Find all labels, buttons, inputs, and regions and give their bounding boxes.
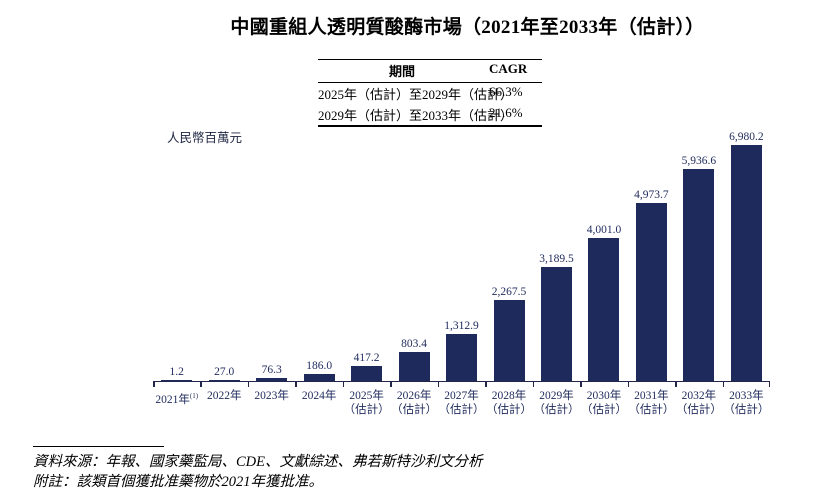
bar	[540, 267, 572, 381]
bar-slot: 186.0	[295, 131, 342, 381]
plot-area: 1.2 27.0 76.3 186.0 417.2 803.4 1,312.9 2,267.5…	[153, 131, 770, 381]
bar-value-label: 1.2	[169, 366, 184, 378]
axis-tick	[675, 382, 677, 387]
cagr-table-body: 2025年（估計）至2029年（估計） 66.3% 2029年（估計）至2033年（…	[318, 83, 542, 125]
bar-slot: 417.2	[343, 131, 390, 381]
note-text: 附註：該類首個獲批准藥物於2021年獲批准。	[33, 474, 323, 490]
bar-slot: 4,001.0	[580, 131, 627, 381]
bar	[208, 380, 240, 381]
x-axis-label: 2031年 （估計）	[628, 390, 675, 416]
page-title: 中國重組人透明質酸酶市場（2021年至2033年（估計））	[230, 17, 705, 38]
x-axis-label: 2027年 （估計）	[438, 390, 485, 416]
bar-slot: 3,189.5	[533, 131, 580, 381]
bar	[493, 300, 525, 381]
bar-value-label: 5,936.6	[681, 154, 717, 167]
bar-slot: 2,267.5	[485, 131, 532, 381]
footnote-rule	[33, 446, 164, 447]
period-cell: 2025年（估計）至2029年（估計）	[318, 87, 514, 102]
axis-tick	[437, 382, 440, 387]
bar-slot: 5,936.6	[675, 131, 722, 381]
x-axis-label: 2032年 （估計）	[675, 390, 722, 416]
axis-tick	[722, 382, 725, 387]
cagr-table-row: 2025年（估計）至2029年（估計） 66.3%	[318, 83, 542, 104]
x-axis-label: 2024年	[301, 390, 337, 402]
bar-value-label: 417.2	[353, 352, 380, 365]
axis-tick	[390, 382, 392, 387]
bar-slot: 27.0	[200, 131, 247, 381]
cagr-table-header: 期間 CAGR	[318, 60, 542, 83]
bar	[588, 238, 620, 381]
x-axis-label: 2026年 （估計）	[391, 390, 438, 416]
source-text: 資料來源：年報、國家藥監局、CDE、文獻綜述、弗若斯特沙利文分析	[33, 454, 483, 470]
cagr-cell: 21.6%	[489, 105, 523, 120]
axis-tick	[627, 382, 630, 387]
bar-value-label: 76.3	[261, 364, 282, 377]
x-axis-label: 2033年 （估計）	[723, 390, 770, 416]
bar-slot: 1,312.9	[438, 131, 485, 381]
bar-value-label: 27.0	[214, 366, 235, 378]
bar-value-label: 3,189.5	[539, 253, 574, 266]
bar	[351, 366, 383, 381]
axis-tick	[768, 382, 770, 387]
axis-tick	[485, 382, 487, 387]
bar-slot: 6,980.2	[723, 131, 770, 381]
bar-slot: 4,973.7	[628, 131, 675, 381]
cagr-table-row: 2029年（估計）至2033年（估計） 21.6%	[318, 104, 542, 125]
bar-value-label: 4,973.7	[634, 189, 669, 202]
x-axis-label: 2029年 （估計）	[533, 390, 580, 416]
cagr-table: 期間 CAGR 2025年（估計）至2029年（估計） 66.3% 2029年（估計…	[318, 59, 542, 127]
bar-value-label: 1,312.9	[444, 320, 479, 333]
y-axis-unit-label: 人民幣百萬元	[167, 131, 243, 145]
bar	[303, 374, 335, 381]
x-axis-label: 2022年	[206, 390, 242, 402]
bar-value-label: 4,001.0	[586, 224, 622, 237]
bar-value-label: 186.0	[306, 360, 333, 373]
x-axis-label: 2021年(1)	[155, 392, 199, 406]
bar	[730, 145, 762, 381]
bar-slot: 1.2	[153, 131, 200, 381]
bar	[161, 380, 193, 381]
bar-value-label: 803.4	[401, 338, 428, 351]
bar	[398, 352, 430, 381]
bar-slot: 76.3	[248, 131, 295, 381]
period-cell: 2029年（估計）至2033年（估計）	[318, 108, 514, 123]
bar	[683, 168, 715, 381]
axis-tick	[532, 382, 535, 387]
table-header-period: 期間	[388, 64, 415, 79]
bar-value-label: 2,267.5	[491, 286, 527, 299]
bar	[635, 203, 667, 381]
table-header-cagr: CAGR	[489, 61, 528, 76]
bar	[446, 334, 478, 381]
x-axis	[153, 381, 770, 388]
x-axis-label: 2030年 （估計）	[580, 390, 627, 416]
bar	[256, 378, 288, 381]
x-axis-label: 2023年	[254, 390, 289, 402]
axis-tick	[580, 382, 582, 387]
axis-tick	[247, 382, 250, 387]
cagr-cell: 66.3%	[489, 84, 523, 99]
axis-tick	[200, 382, 202, 387]
axis-tick	[153, 382, 155, 387]
x-axis-labels: 2021年(1) 2022年 2023年 2024年 2025年 （估計） 2026年 （估計…	[153, 389, 770, 417]
bar-slot: 803.4	[390, 131, 437, 381]
axis-tick	[295, 382, 297, 387]
axis-tick	[342, 382, 345, 387]
x-axis-label: 2028年 （估計）	[486, 390, 533, 416]
x-axis-label: 2025年 （估計）	[343, 390, 390, 416]
bar-value-label: 6,980.2	[729, 131, 764, 143]
